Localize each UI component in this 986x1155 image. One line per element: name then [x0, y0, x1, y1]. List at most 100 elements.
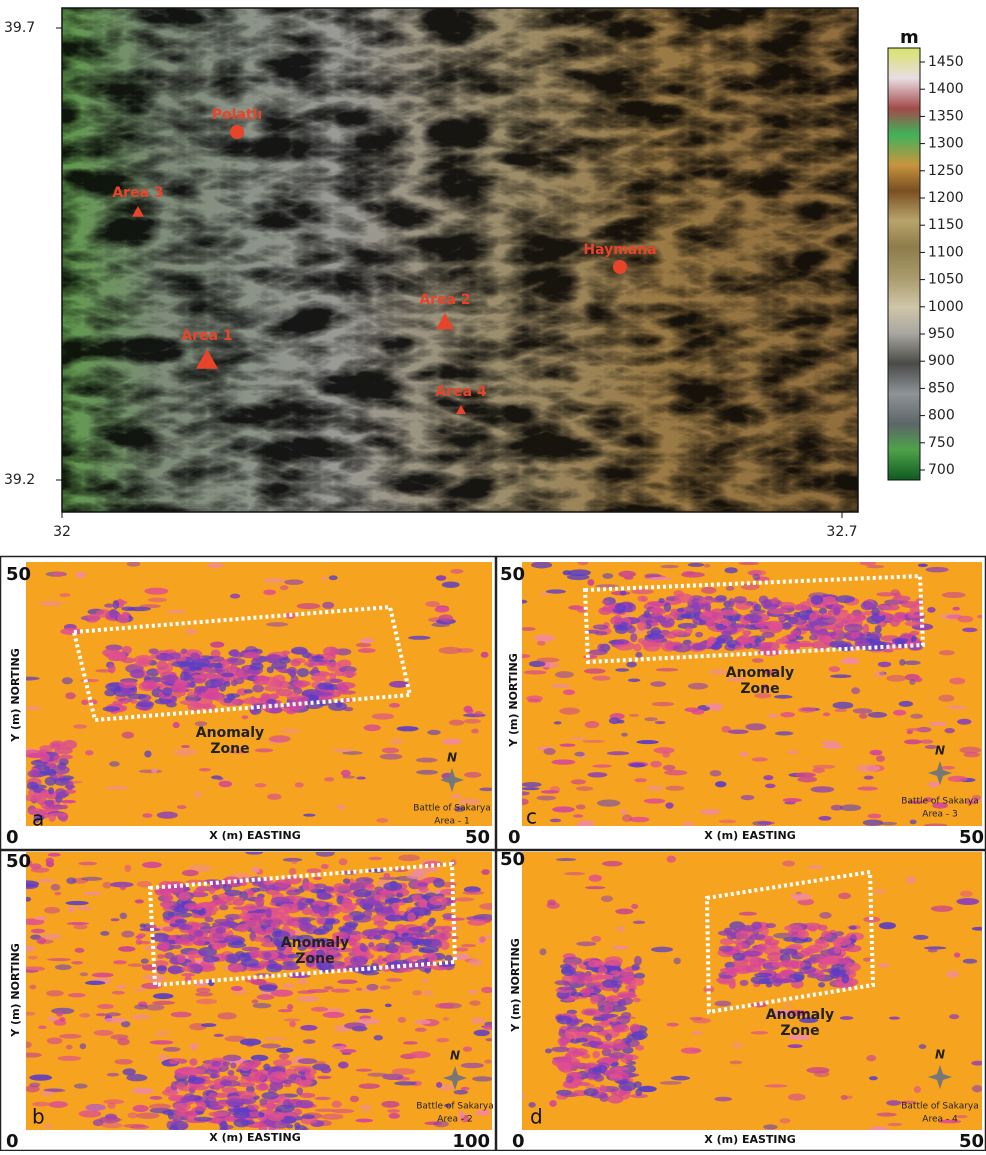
speckle: [457, 648, 474, 653]
speckle: [150, 1040, 174, 1044]
anomaly-blob: [168, 965, 182, 974]
anomaly-blob: [558, 986, 575, 990]
anomaly-blob: [248, 1104, 260, 1110]
anomaly-blob: [188, 1077, 205, 1085]
anomaly-blob: [597, 644, 605, 652]
anomaly-blob: [290, 660, 301, 667]
speckle: [840, 1016, 854, 1020]
speckle: [820, 741, 840, 744]
speckle: [83, 892, 102, 895]
speckle: [899, 701, 913, 707]
speckle: [563, 570, 572, 575]
speckle: [414, 1020, 431, 1025]
x-axis-label: X (m) EASTING: [209, 1131, 300, 1144]
colorbar-label: 750: [928, 435, 955, 451]
speckle: [28, 956, 38, 960]
speckle: [34, 916, 47, 920]
speckle: [857, 786, 878, 790]
anomaly-blob: [317, 682, 334, 690]
speckle: [214, 1034, 224, 1037]
anomaly-blob: [821, 931, 832, 940]
speckle: [629, 817, 649, 823]
anomaly-blob: [728, 598, 734, 608]
speckle: [463, 1046, 472, 1051]
anomaly-blob: [212, 942, 222, 950]
speckle: [383, 873, 390, 878]
anomaly-blob: [832, 626, 843, 632]
speckle: [931, 905, 953, 911]
anomaly-blob: [224, 681, 231, 687]
speckle: [609, 717, 620, 724]
anomaly-blob: [396, 893, 403, 898]
speckle: [715, 781, 726, 787]
anomaly-blob: [869, 631, 882, 639]
lat-label: 39.2: [4, 472, 35, 488]
speckle: [435, 607, 450, 613]
speckle: [261, 1044, 281, 1049]
anomaly-blob: [49, 813, 68, 817]
speckle: [587, 579, 594, 586]
speckle: [135, 899, 144, 903]
speckle: [644, 573, 661, 577]
speckle: [740, 752, 748, 757]
speckle: [60, 800, 76, 804]
place-label: Area 2: [419, 292, 470, 308]
anomaly-blob: [108, 664, 116, 673]
speckle: [59, 1017, 65, 1022]
anomaly-blob: [854, 637, 866, 644]
speckle: [149, 1104, 171, 1110]
speckle: [531, 561, 552, 568]
speckle: [688, 683, 708, 690]
speckle: [276, 1047, 293, 1053]
speckle: [321, 577, 327, 581]
anomaly-blob: [103, 706, 121, 712]
anomaly-blob: [618, 994, 638, 998]
speckle: [355, 1069, 372, 1072]
anomaly-blob: [224, 890, 242, 896]
speckle: [944, 728, 955, 733]
speckle: [96, 1013, 108, 1016]
speckle: [941, 766, 955, 770]
speckle: [656, 668, 679, 671]
speckle: [242, 715, 249, 719]
north-label: N: [935, 1048, 945, 1062]
anomaly-blob: [592, 1051, 600, 1058]
speckle: [112, 991, 125, 995]
speckle: [153, 993, 174, 999]
anomaly-blob: [215, 927, 225, 934]
speckle: [210, 641, 224, 647]
speckle: [876, 592, 896, 596]
speckle: [255, 748, 273, 752]
anomaly-blob: [229, 964, 243, 973]
speckle: [194, 791, 202, 798]
speckle: [109, 761, 120, 767]
anomaly-blob: [176, 1082, 186, 1089]
speckle: [342, 776, 355, 779]
speckle: [527, 699, 541, 703]
speckle: [257, 994, 275, 1000]
anomaly-blob: [822, 957, 839, 966]
anomaly-blob: [582, 990, 591, 998]
speckle: [607, 751, 629, 755]
anomaly-blob: [632, 998, 640, 1003]
speckle: [952, 607, 960, 611]
anomaly-blob: [243, 697, 261, 704]
anomaly-blob: [311, 656, 324, 660]
speckle: [81, 877, 102, 881]
speckle: [360, 638, 373, 643]
speckle: [652, 702, 675, 706]
speckle: [332, 1101, 342, 1108]
anomaly-blob: [798, 930, 809, 940]
speckle: [469, 959, 482, 966]
anomaly-blob: [204, 1069, 218, 1074]
anomaly-blob: [707, 620, 715, 630]
panel-letter: b: [32, 1105, 45, 1129]
speckle: [339, 858, 348, 865]
y-max-label: 50: [6, 851, 31, 872]
site-label: Battle of Sakarya: [901, 1102, 979, 1112]
anomaly-blob: [590, 995, 599, 1005]
speckle: [787, 750, 798, 754]
anomaly-blob: [212, 895, 220, 900]
anomaly-blob: [350, 956, 368, 966]
colorbar-label: 1100: [928, 244, 964, 260]
